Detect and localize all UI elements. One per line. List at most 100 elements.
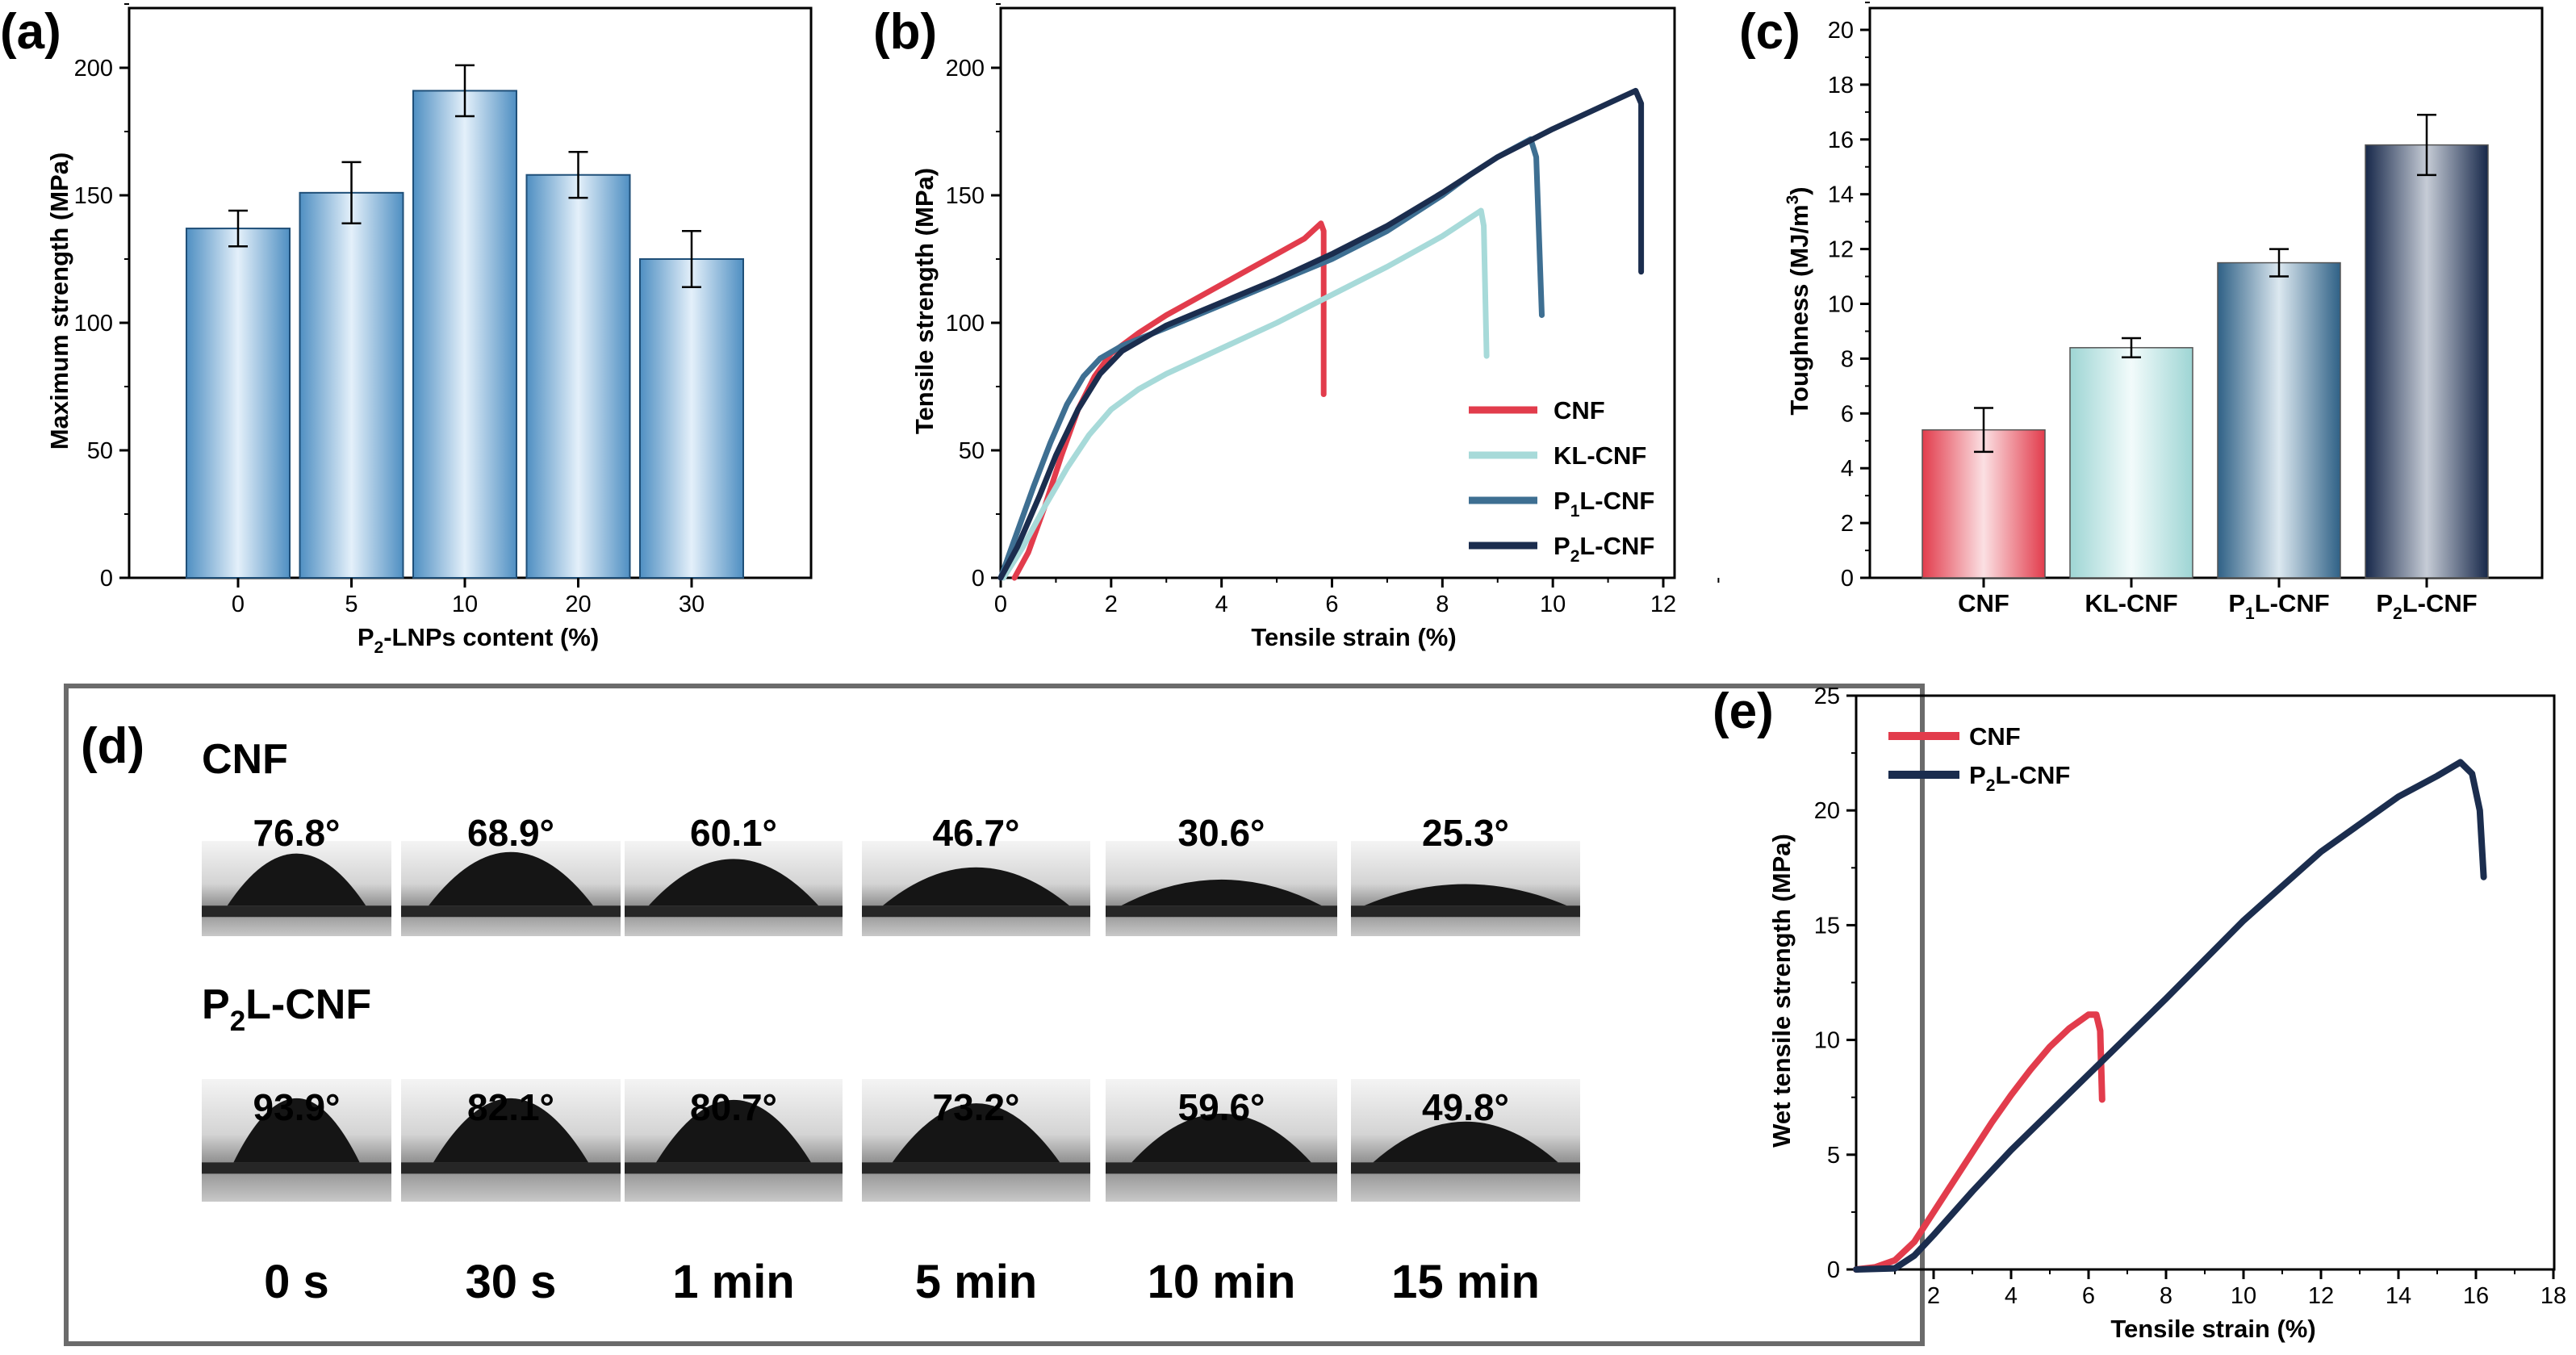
- y-tick-label: 20: [1828, 18, 1854, 44]
- panel-label-b: (b): [873, 4, 937, 60]
- y-axis-label: Tensile strength (MPa): [910, 168, 939, 434]
- legend-label-p2l_cnf: P2L-CNF: [1969, 761, 2070, 795]
- x-tick-label: 8: [1436, 592, 1449, 617]
- droplet-shape: [648, 859, 819, 906]
- y-axis-label: Toughness (MJ/m3): [1784, 186, 1813, 415]
- sample-label: P2L-CNF: [202, 981, 371, 1037]
- y-tick-label: 150: [946, 183, 985, 209]
- y-tick-label: 0: [100, 566, 113, 592]
- x-tick-label: P1L-CNF: [2228, 589, 2329, 623]
- droplet-shape: [429, 851, 593, 906]
- series-line-cnf: [1011, 220, 1327, 581]
- x-tick-label: 30: [679, 592, 705, 617]
- y-tick-label: 0: [1827, 1257, 1840, 1283]
- droplet-shape: [433, 1098, 589, 1163]
- x-tick-label: CNF: [1958, 589, 2009, 617]
- substrate-line: [862, 1162, 1090, 1174]
- y-tick-label: 5: [1827, 1143, 1840, 1169]
- contact-angle-label: 93.9°: [253, 1086, 341, 1128]
- y-tick-label: 4: [1841, 456, 1854, 482]
- panel-d: (d) CNF 76.8° 68.9° 60.1° 46.7° 30.6° 25.3° P2L-…: [64, 684, 1925, 1346]
- panel-label-e: (e): [1712, 684, 1774, 739]
- x-tick-label: 4: [2005, 1283, 2018, 1309]
- time-label: 10 min: [1148, 1256, 1296, 1308]
- contact-angle-label: 46.7°: [933, 812, 1020, 854]
- series-line-p1l_cnf: [997, 136, 1545, 581]
- bar: [525, 174, 631, 579]
- time-label: 1 min: [672, 1256, 795, 1308]
- bar: [2069, 347, 2193, 579]
- y-tick-label: 10: [1814, 1028, 1840, 1054]
- y-tick-label: 6: [1841, 401, 1854, 427]
- panel-b: (b) 0 50 100 150 200 0 2 4 6 8 10 12 CNF KL-CNF P1L-CNF…: [873, 3, 1720, 651]
- y-tick-label: 50: [959, 438, 985, 464]
- y-tick-label: 20: [1814, 798, 1840, 824]
- time-label: 5 min: [915, 1256, 1038, 1308]
- droplet-shape: [1373, 1121, 1558, 1163]
- y-tick-label: 25: [1814, 684, 1840, 709]
- time-label: 0 s: [264, 1256, 329, 1308]
- droplet-shape: [1131, 1113, 1311, 1163]
- x-tick-label: 0: [232, 592, 245, 617]
- bar: [639, 258, 744, 579]
- x-tick-label: 4: [1215, 592, 1228, 617]
- panel-c: (c) 0 2 4 6 8 10 12 14 16 18 20 CNF KL-CNF P1L-CNF P2L-…: [1739, 2, 2544, 623]
- x-axis-label: Tensile strain (%): [2110, 1315, 2315, 1343]
- contact-angle-label: 73.2°: [933, 1086, 1020, 1128]
- y-tick-label: 0: [1841, 566, 1854, 592]
- contact-angle-label: 82.1°: [467, 1086, 554, 1128]
- y-axis-label: Maximum strength (MPa): [45, 153, 73, 450]
- substrate-line: [202, 1162, 391, 1174]
- contact-angle-label: 30.6°: [1178, 812, 1265, 854]
- plot-frame: [999, 6, 1676, 579]
- y-tick-label: 200: [946, 56, 985, 82]
- y-tick-label: 12: [1828, 237, 1854, 263]
- substrate-line: [625, 1162, 843, 1174]
- x-tick-label: P2L-CNF: [2376, 589, 2477, 623]
- x-tick-label: 10: [2231, 1283, 2256, 1309]
- series-line-kl_cnf: [1000, 207, 1490, 581]
- substrate-line: [1106, 1162, 1337, 1174]
- y-tick-label: 50: [87, 438, 113, 464]
- bar: [412, 90, 517, 579]
- bar: [2217, 261, 2341, 579]
- y-tick-label: 0: [972, 566, 985, 592]
- x-tick-label: 0: [994, 592, 1007, 617]
- droplet-shape: [227, 853, 366, 906]
- y-tick-label: 16: [1828, 128, 1854, 153]
- y-tick-label: 2: [1841, 511, 1854, 537]
- panel-e: (e) 0 5 10 15 20 25 2 4 6 8 10 12 14 16 18 CNF P2L-CNF Ten…: [1712, 684, 2566, 1343]
- contact-angle-label: 80.7°: [690, 1086, 777, 1128]
- panel-label-c: (c): [1739, 4, 1800, 60]
- series-line-p2l_cnf: [1853, 759, 2487, 1273]
- y-tick-label: 10: [1828, 292, 1854, 318]
- droplet-shape: [656, 1099, 811, 1163]
- plot-frame: [1855, 694, 2556, 1271]
- contact-angle-label: 25.3°: [1422, 812, 1509, 854]
- bar: [2365, 144, 2489, 579]
- legend-label-kl_cnf: KL-CNF: [1554, 441, 1646, 470]
- x-tick-label: 12: [2308, 1283, 2334, 1309]
- series-line-p2l_cnf: [997, 87, 1645, 581]
- legend-label-p2l_cnf: P2L-CNF: [1554, 532, 1654, 566]
- plot-frame: [1868, 6, 2544, 579]
- x-tick-label: 6: [1325, 592, 1338, 617]
- x-tick-label: 2: [1927, 1283, 1940, 1309]
- droplet-shape: [1364, 884, 1567, 906]
- y-tick-label: 100: [946, 311, 985, 337]
- substrate-line: [401, 1162, 621, 1174]
- contact-angle-label: 49.8°: [1422, 1086, 1509, 1128]
- x-tick-label: 8: [2160, 1283, 2172, 1309]
- legend-label-cnf: CNF: [1554, 396, 1605, 424]
- y-tick-label: 100: [74, 311, 113, 337]
- y-tick-label: 14: [1828, 182, 1854, 208]
- substrate-line: [202, 905, 391, 918]
- y-tick-label: 15: [1814, 913, 1840, 939]
- substrate-line: [1351, 1162, 1580, 1174]
- contact-angle-label: 59.6°: [1178, 1086, 1265, 1128]
- substrate-line: [1351, 905, 1580, 918]
- droplet-shape: [892, 1103, 1060, 1163]
- y-tick-label: 18: [1828, 73, 1854, 98]
- droplet-shape: [882, 867, 1070, 906]
- time-label: 15 min: [1391, 1256, 1540, 1308]
